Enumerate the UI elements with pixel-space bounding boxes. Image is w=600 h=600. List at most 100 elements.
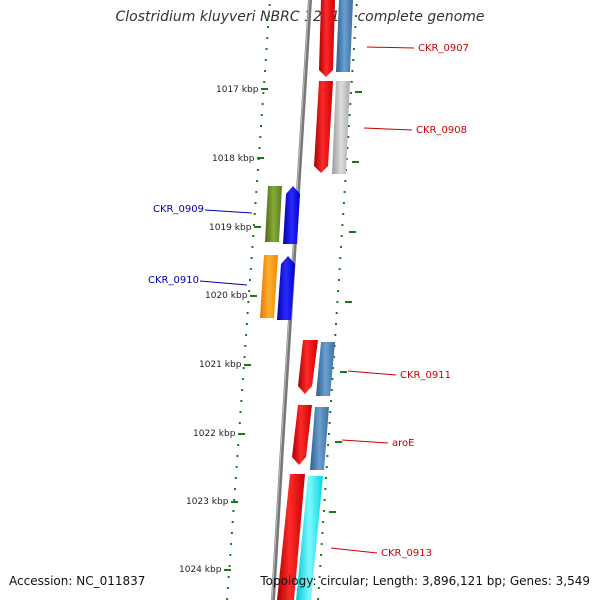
cds-ckr-0910-partner[interactable] — [277, 256, 295, 320]
cds-ckr-0913[interactable] — [277, 474, 305, 600]
ruler-dot — [237, 444, 240, 446]
ruler-dot — [319, 565, 322, 567]
ruler-dot — [267, 26, 270, 28]
ruler-dot — [324, 488, 327, 490]
genome-summary-text: Topology: circular; Length: 3,896,121 bp… — [260, 574, 590, 588]
gene-label-aroe[interactable]: aroE — [392, 438, 414, 449]
ruler-dot — [317, 587, 320, 589]
ruler-dot — [268, 4, 271, 6]
ruler-dot — [353, 37, 356, 39]
ruler-dot — [248, 290, 251, 292]
ruler-dot — [329, 411, 332, 413]
ruler-dot — [325, 477, 327, 479]
ruler-dot — [337, 290, 340, 292]
gene-label-ckr-0907[interactable]: CKR_0907 — [418, 43, 469, 54]
kbp-tick-marks — [224, 88, 268, 571]
ruler-dot — [239, 411, 242, 413]
ruler-dot — [343, 191, 346, 193]
ruler-dot — [264, 59, 267, 61]
ruler-dot — [355, 15, 357, 17]
ruler-dot — [253, 213, 256, 215]
ruler-dot — [229, 554, 232, 556]
gene-label-ckr-0913[interactable]: CKR_0913 — [381, 548, 432, 559]
ruler-dot — [250, 257, 253, 259]
cds-aroe-partner[interactable] — [310, 407, 329, 470]
cds-ckr-0907[interactable] — [319, 0, 335, 77]
ruler-dot — [342, 213, 345, 215]
cds-ckr-0909[interactable] — [265, 186, 282, 242]
ruler-dot — [334, 334, 337, 336]
ruler-dot — [230, 532, 233, 534]
ruler-dot — [339, 257, 342, 259]
ruler-dot — [246, 312, 249, 314]
ruler-dot — [231, 521, 234, 523]
ruler-dot — [331, 378, 334, 380]
ruler-dot — [342, 202, 345, 204]
ruler-dot — [327, 433, 330, 435]
ruler-dot — [235, 466, 238, 468]
ruler-dot — [233, 499, 236, 501]
ruler-dot — [335, 312, 338, 314]
cds-ckr-0911-partner[interactable] — [316, 342, 335, 396]
ruler-dot — [228, 565, 231, 567]
ruler-dot — [354, 26, 357, 28]
cds-ckr-0909-partner[interactable] — [283, 186, 300, 244]
kbp-label: 1023 kbp — [186, 497, 229, 507]
kbp-label: 1024 kbp — [179, 565, 222, 575]
ruler-dot — [351, 70, 354, 72]
cds-ckr-0910[interactable] — [260, 255, 278, 318]
ruler-dot — [322, 510, 325, 512]
accession-text: Accession: NC_011837 — [9, 574, 146, 588]
leader-line-ckr-0913 — [330, 547, 378, 554]
ruler-dot — [330, 400, 332, 402]
cds-ckr-0908-partner[interactable] — [332, 81, 350, 174]
ruler-dot — [352, 59, 355, 61]
ruler-dot — [320, 543, 323, 545]
leader-line-ckr-0911 — [347, 370, 397, 376]
ruler-dot — [332, 367, 335, 369]
ruler-dot — [340, 235, 343, 237]
cds-ckr-0907-partner[interactable] — [336, 0, 353, 72]
ruler-dot — [255, 191, 258, 193]
ruler-dot — [321, 532, 324, 534]
cds-aroe[interactable] — [292, 405, 312, 465]
kbp-label: 1022 kbp — [193, 429, 236, 439]
ruler-dot — [226, 598, 229, 600]
cds-ckr-0911[interactable] — [298, 340, 318, 394]
ruler-dot — [254, 202, 257, 204]
leader-line-ckr-0908 — [363, 127, 413, 131]
ruler-dot — [323, 499, 326, 501]
cds-ckr-0913-partner[interactable] — [296, 476, 323, 600]
ruler-dot — [245, 323, 248, 325]
ruler-dot — [355, 4, 358, 6]
kbp-label: 1020 kbp — [205, 291, 248, 301]
ruler-dot — [336, 301, 339, 303]
gene-label-ckr-0909[interactable]: CKR_0909 — [153, 204, 204, 215]
gene-label-ckr-0908[interactable]: CKR_0908 — [416, 125, 467, 136]
kbp-label: 1021 kbp — [199, 360, 242, 370]
ruler-dot — [328, 422, 331, 424]
ruler-dot — [346, 147, 349, 149]
ruler-dot — [347, 136, 350, 138]
ruler-dot — [232, 510, 235, 512]
cds-ckr-0908[interactable] — [314, 81, 333, 173]
ruler-dot — [320, 554, 322, 556]
gene-label-ckr-0911[interactable]: CKR_0911 — [400, 370, 451, 381]
ruler-dot — [241, 389, 244, 391]
ruler-dot — [234, 488, 236, 490]
kbp-label: 1017 kbp — [216, 85, 259, 95]
ruler-ticks — [226, 4, 362, 600]
ruler-dot — [350, 81, 353, 83]
ruler-dot — [326, 455, 329, 457]
leader-line-aroe — [341, 439, 389, 444]
gene-label-ckr-0910[interactable]: CKR_0910 — [148, 275, 199, 286]
ruler-dot — [337, 279, 340, 281]
ruler-dot — [247, 301, 250, 303]
kbp-label: 1019 kbp — [209, 223, 252, 233]
ruler-dot — [344, 180, 347, 182]
ruler-dot — [264, 70, 266, 72]
ruler-dot — [341, 224, 344, 226]
ruler-dot — [335, 323, 337, 325]
ruler-dot — [230, 543, 233, 545]
